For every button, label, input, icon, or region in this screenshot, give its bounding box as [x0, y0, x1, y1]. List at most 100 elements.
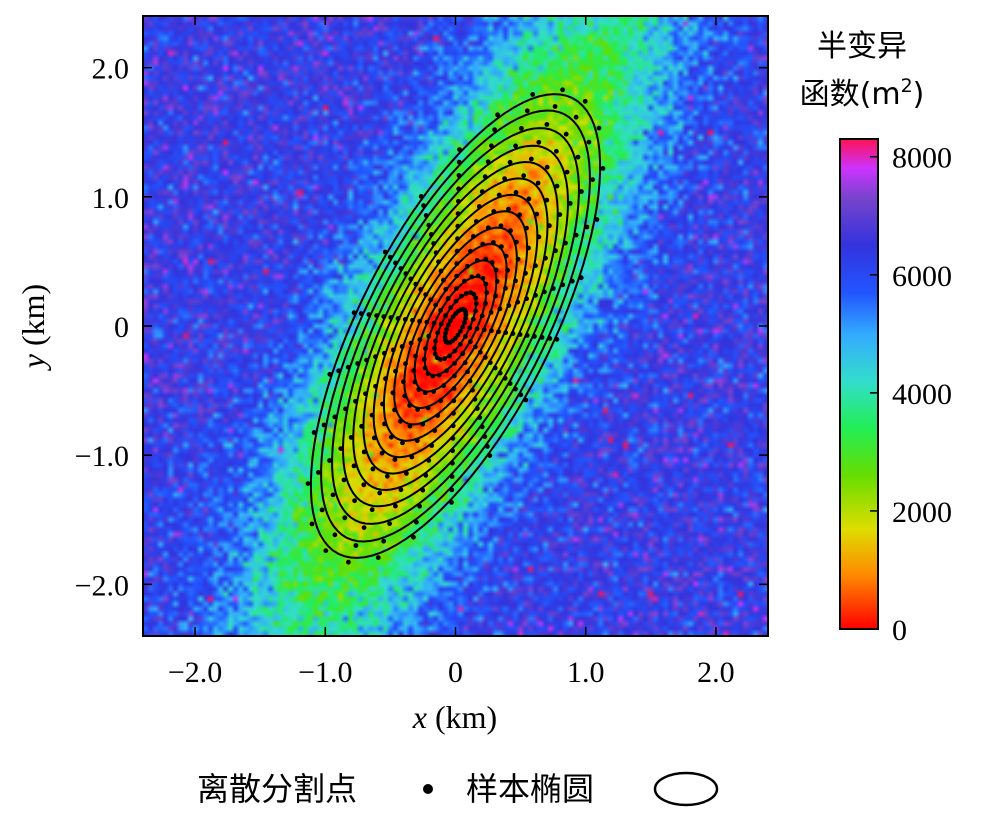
discrete-point [400, 440, 405, 446]
discrete-point [421, 203, 426, 209]
discrete-point [370, 466, 376, 472]
discrete-point [505, 267, 510, 273]
discrete-point [502, 176, 507, 182]
discrete-point [451, 398, 457, 404]
discrete-point [524, 333, 530, 338]
discrete-point [578, 275, 584, 281]
sample-ellipse [382, 210, 529, 442]
discrete-point [431, 241, 437, 246]
heatmap-area [143, 16, 768, 636]
discrete-point [404, 471, 409, 476]
discrete-point [544, 122, 550, 127]
sample-ellipse [393, 226, 518, 426]
discrete-point [482, 174, 488, 180]
sample-ellipse [309, 93, 602, 559]
sample-ellipse [362, 177, 549, 475]
discrete-point [590, 177, 595, 183]
discrete-point [479, 313, 485, 319]
discrete-point [456, 186, 461, 192]
discrete-point [415, 407, 420, 412]
sample-ellipse [320, 109, 591, 543]
discrete-point [524, 296, 529, 302]
discrete-point [450, 448, 455, 454]
discrete-point [455, 332, 461, 338]
discrete-point [474, 326, 480, 332]
y-axis-label: y (km) [15, 284, 51, 371]
discrete-point [523, 397, 529, 403]
discrete-point [468, 339, 473, 345]
discrete-point [358, 311, 364, 316]
discrete-point [311, 430, 317, 435]
discrete-point [477, 349, 483, 355]
discrete-point [487, 360, 493, 365]
discrete-point [521, 173, 527, 179]
discrete-point [513, 386, 518, 392]
discrete-point [450, 314, 456, 320]
discrete-point [573, 114, 579, 120]
discrete-point [503, 285, 508, 291]
discrete-point [463, 334, 468, 339]
discrete-point [455, 211, 461, 217]
colorbar-gradient [839, 138, 879, 630]
discrete-point [428, 297, 434, 303]
discrete-point [479, 424, 485, 430]
discrete-point [409, 454, 415, 460]
discrete-point [483, 256, 489, 262]
discrete-point [454, 273, 459, 279]
discrete-point [407, 403, 412, 408]
discrete-point [399, 344, 405, 349]
sample-ellipse [423, 275, 488, 377]
discrete-point [483, 281, 489, 287]
discrete-point [351, 463, 357, 469]
discrete-point [433, 250, 439, 256]
discrete-point [425, 371, 431, 377]
sample-ellipse [403, 242, 508, 410]
discrete-point [414, 438, 420, 443]
discrete-point [383, 376, 388, 382]
discrete-point [423, 292, 429, 297]
discrete-point [423, 213, 429, 218]
discrete-point [547, 336, 553, 341]
discrete-point [477, 415, 483, 420]
discrete-point [491, 240, 496, 245]
discrete-point [381, 538, 387, 544]
discrete-point [414, 519, 419, 525]
discrete-point [445, 296, 451, 301]
discrete-point [513, 190, 519, 195]
discrete-point [507, 381, 513, 386]
discrete-point [432, 351, 438, 357]
discrete-point [423, 472, 429, 478]
discrete-point [518, 392, 524, 398]
discrete-point [401, 379, 406, 385]
discrete-point [452, 348, 458, 354]
legend-points-label: 离散分割点 [197, 770, 357, 808]
discrete-point [452, 336, 458, 341]
discrete-point [450, 435, 456, 441]
y-axis-unit: (km) [15, 284, 51, 354]
discrete-point [412, 379, 418, 385]
discrete-point [517, 212, 523, 218]
discrete-point [469, 274, 475, 280]
discrete-point [418, 194, 424, 199]
discrete-point [471, 291, 477, 297]
discrete-point [515, 256, 521, 262]
discrete-point [455, 236, 460, 242]
discrete-point [435, 330, 441, 336]
discrete-point [393, 368, 398, 374]
y-tick-label: −2.0 [75, 569, 129, 602]
discrete-point [473, 295, 479, 301]
discrete-point [388, 434, 394, 440]
discrete-point [316, 470, 321, 475]
discrete-point [462, 360, 468, 366]
colorbar-tick-label: 8000 [892, 142, 952, 175]
discrete-point [456, 198, 461, 204]
discrete-point [435, 413, 441, 418]
discrete-point [473, 308, 478, 314]
discrete-point [449, 474, 455, 479]
discrete-point [557, 212, 563, 218]
discrete-point [513, 143, 518, 149]
discrete-point [351, 310, 357, 316]
discrete-point [550, 286, 556, 291]
discrete-point [348, 435, 354, 440]
